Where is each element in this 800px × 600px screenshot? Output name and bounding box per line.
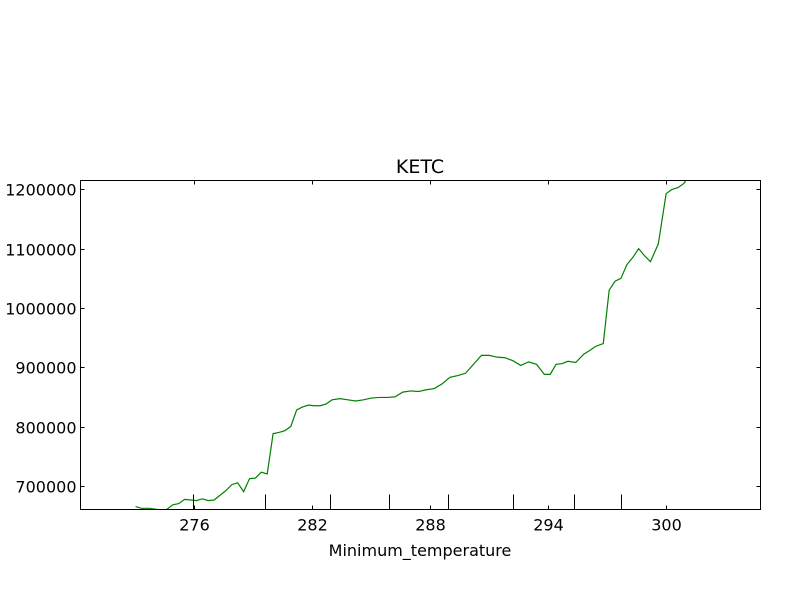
x-tick-label: 282: [297, 516, 328, 535]
x-tick-label: 288: [415, 516, 446, 535]
y-tick-label: 900000: [15, 359, 76, 378]
plot-frame: [80, 180, 761, 510]
chart-title: KETC: [396, 156, 444, 178]
series-layer: [135, 180, 687, 510]
y-tick-label: 1000000: [5, 300, 76, 319]
y-tick-label: 1100000: [5, 241, 76, 260]
y-tick-label: 800000: [15, 419, 76, 438]
x-tick-label: 276: [179, 516, 210, 535]
series-line-0: [135, 180, 687, 510]
x-tick-label: 300: [651, 516, 682, 535]
x-tick-label: 294: [533, 516, 564, 535]
y-tick-label: 1200000: [5, 181, 76, 200]
x-axis-label: Minimum_temperature: [329, 541, 512, 561]
tick-layer: 276 282 288 294 300 700000 800000 900000 1000000…: [5, 180, 761, 535]
y-tick-label: 700000: [15, 478, 76, 497]
